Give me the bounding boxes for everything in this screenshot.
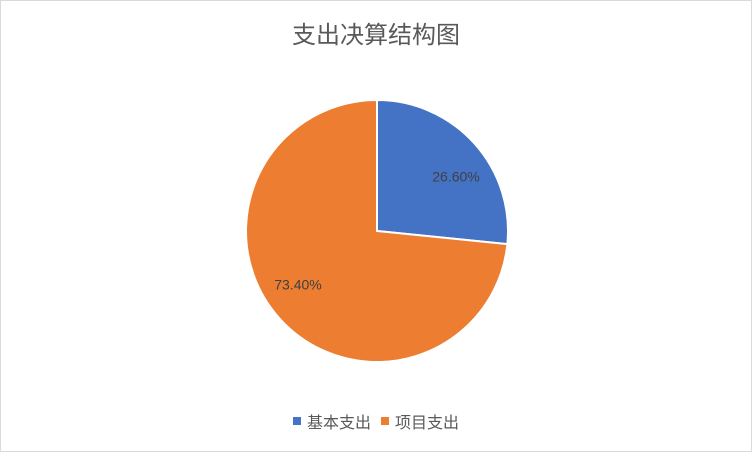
- legend-label: 基本支出: [306, 413, 371, 432]
- data-label: 26.60%: [432, 169, 479, 185]
- data-label: 73.40%: [274, 277, 321, 293]
- legend-swatch: [292, 417, 301, 425]
- legend-item: 项目支出: [381, 409, 459, 433]
- pie-slice-2: [245, 98, 509, 363]
- legend-label: 项目支出: [395, 413, 460, 432]
- chart-title: 支出决算结构图: [292, 21, 460, 49]
- legend: 基本支出 项目支出: [1, 409, 751, 433]
- legend-item: 基本支出: [292, 409, 371, 433]
- legend-swatch: [381, 417, 389, 425]
- pie-slice-1: [376, 98, 509, 246]
